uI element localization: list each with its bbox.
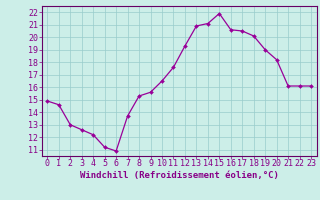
X-axis label: Windchill (Refroidissement éolien,°C): Windchill (Refroidissement éolien,°C) [80, 171, 279, 180]
